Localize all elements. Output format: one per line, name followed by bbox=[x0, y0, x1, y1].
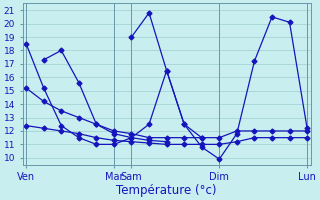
X-axis label: Température (°c): Température (°c) bbox=[116, 184, 217, 197]
